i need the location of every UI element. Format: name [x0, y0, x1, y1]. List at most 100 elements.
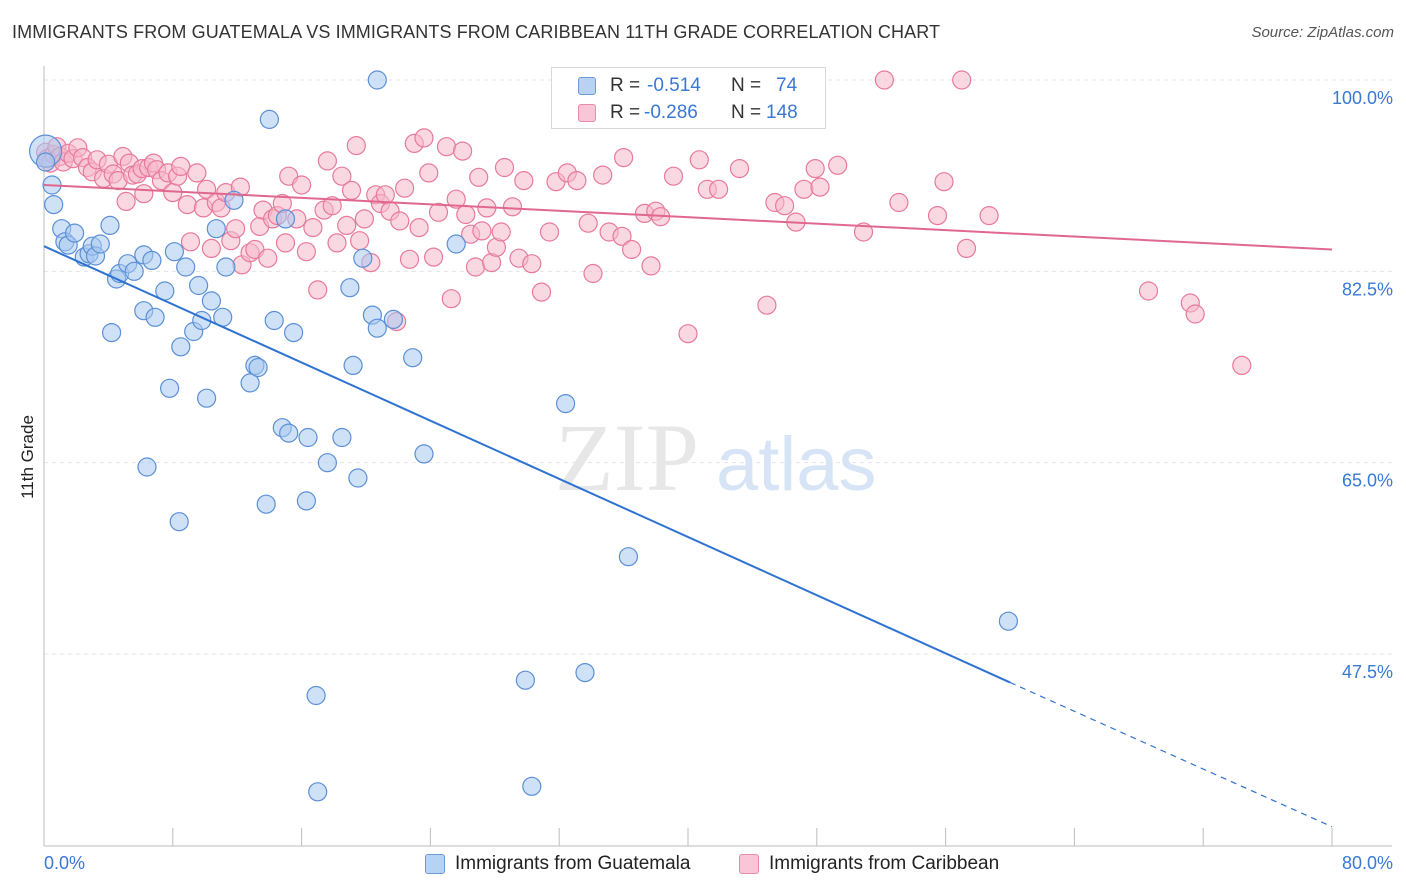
caribbean-point	[409, 218, 429, 238]
guatemala-trend-line	[43, 245, 1011, 684]
legend-n-label: N =	[731, 102, 762, 123]
x-tick-label-max: 80.0%	[1342, 853, 1393, 873]
caribbean-point	[927, 206, 948, 226]
guatemala-point	[348, 468, 368, 488]
caribbean-point	[889, 192, 909, 213]
caribbean-point	[828, 155, 848, 175]
guatemala-points	[28, 70, 1019, 802]
guatemala-point	[515, 670, 536, 690]
guatemala-point	[197, 388, 217, 408]
y-axis-title: 11th Grade	[18, 415, 37, 499]
guatemala-point	[367, 318, 387, 338]
caribbean-point	[428, 202, 449, 222]
guatemala-point	[279, 423, 299, 443]
guatemala-point	[101, 323, 122, 343]
guatemala-point	[160, 378, 180, 398]
guatemala-point	[171, 337, 191, 357]
caribbean-point	[337, 215, 357, 235]
caribbean-point	[116, 191, 136, 211]
legend-swatch-blue	[578, 77, 596, 95]
caribbean-point	[171, 156, 191, 176]
y-tick-label: 47.5%	[1342, 662, 1393, 682]
y-tick-label: 82.5%	[1342, 279, 1393, 299]
guatemala-point	[353, 248, 373, 268]
guatemala-point	[414, 444, 434, 464]
caribbean-point	[441, 289, 461, 309]
caribbean-point	[774, 196, 795, 216]
guatemala-point	[306, 685, 326, 706]
caribbean-point	[332, 166, 352, 186]
legend-n-value: 74	[776, 75, 798, 96]
caribbean-point	[453, 141, 473, 161]
guatemala-point	[124, 261, 144, 281]
guatemala-point	[240, 373, 260, 393]
caribbean-point	[952, 70, 972, 90]
y-tick-label: 100.0%	[1332, 88, 1393, 108]
guatemala-point	[296, 491, 316, 511]
caribbean-point	[469, 167, 489, 187]
caribbean-point	[180, 232, 201, 252]
caribbean-point	[317, 151, 337, 171]
guatemala-point	[998, 611, 1019, 631]
guatemala-point	[555, 394, 576, 414]
bottom-legend-swatch-blue	[425, 854, 445, 874]
guatemala-point	[343, 355, 363, 375]
guatemala-point	[164, 242, 184, 262]
caribbean-point	[663, 166, 684, 186]
caribbean-point	[177, 195, 197, 215]
caribbean-point	[346, 136, 366, 156]
caribbean-point	[134, 184, 154, 204]
guatemala-point	[403, 348, 423, 368]
legend-n-label: N =	[731, 75, 762, 96]
caribbean-point	[308, 280, 328, 300]
caribbean-point	[226, 219, 246, 239]
caribbean-point	[187, 163, 207, 183]
guatemala-point	[224, 190, 244, 210]
guatemala-point	[201, 291, 221, 311]
caribbean-point	[258, 248, 278, 268]
caribbean-point	[612, 226, 632, 246]
caribbean-point	[522, 254, 542, 274]
caribbean-point	[794, 179, 814, 199]
guatemala-point	[275, 209, 296, 229]
legend-r-value: -0.286	[644, 102, 698, 123]
caribbean-point	[424, 247, 444, 267]
caribbean-point	[678, 324, 698, 344]
gridlines	[44, 79, 1392, 655]
caribbean-point	[514, 171, 534, 191]
caribbean-point	[583, 263, 603, 284]
caribbean-point	[465, 257, 486, 277]
caribbean-point	[303, 218, 323, 238]
caribbean-point	[979, 206, 999, 226]
caribbean-point	[354, 209, 374, 229]
caribbean-point	[341, 180, 362, 200]
source-label: Source: ZipAtlas.com	[1251, 24, 1394, 41]
caribbean-point	[390, 211, 410, 231]
guatemala-point	[100, 215, 120, 235]
guatemala-point	[145, 307, 165, 327]
guatemala-point	[176, 257, 196, 277]
caribbean-point	[853, 222, 874, 242]
guatemala-point	[206, 219, 226, 239]
guatemala-point	[189, 275, 209, 296]
caribbean-point	[567, 171, 587, 191]
guatemala-point	[340, 278, 360, 298]
guatemala-point	[90, 234, 110, 254]
guatemala-point	[248, 357, 268, 378]
guatemala-point	[264, 310, 284, 331]
legend-swatch-pink	[578, 104, 596, 122]
correlation-legend: R = -0.514 N = 74 R = -0.286 N = 148	[551, 67, 826, 129]
caribbean-point	[934, 172, 954, 192]
caribbean-point	[275, 233, 296, 253]
caribbean-point	[327, 233, 347, 253]
guatemala-point	[308, 782, 328, 802]
guatemala-point	[446, 234, 466, 254]
legend-r-label: R =	[610, 102, 641, 123]
caribbean-point	[689, 150, 709, 170]
bottom-legend-swatch-pink	[739, 854, 759, 874]
chart-title: IMMIGRANTS FROM GUATEMALA VS IMMIGRANTS …	[12, 22, 941, 42]
caribbean-point	[350, 231, 370, 251]
guatemala-point	[142, 250, 162, 270]
watermark-atlas: atlas	[716, 422, 877, 507]
